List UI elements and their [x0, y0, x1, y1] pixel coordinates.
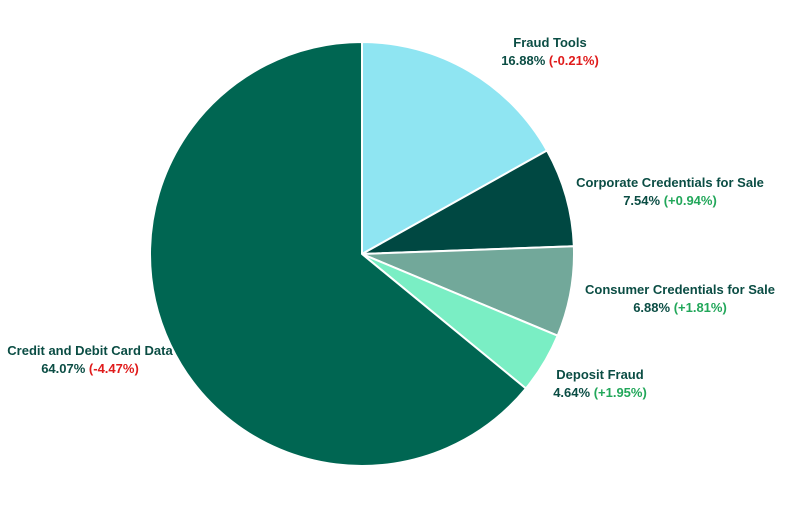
- label-percent: 16.88%: [501, 53, 546, 68]
- pie-slice-credit-and-debit-card-data: [149, 41, 527, 467]
- label-percent: 4.64%: [553, 385, 591, 400]
- label-fraud-tools: Fraud Tools 16.88% (-0.21%): [470, 34, 630, 70]
- label-change: (+1.95%): [593, 385, 647, 400]
- label-name: Consumer Credentials for Sale: [585, 282, 775, 297]
- label-consumer-credentials-for-sale: Consumer Credentials for Sale 6.88% (+1.…: [570, 281, 790, 317]
- label-name: Deposit Fraud: [556, 367, 644, 382]
- label-percent: 7.54%: [623, 193, 661, 208]
- label-percent: 6.88%: [633, 300, 671, 315]
- label-name: Fraud Tools: [513, 35, 587, 50]
- label-credit-and-debit-card-data: Credit and Debit Card Data 64.07% (-4.47…: [0, 342, 180, 378]
- label-change: (-4.47%): [88, 361, 139, 376]
- label-corporate-credentials-for-sale: Corporate Credentials for Sale 7.54% (+0…: [560, 174, 780, 210]
- label-percent: 64.07%: [41, 361, 86, 376]
- label-name: Credit and Debit Card Data: [7, 343, 173, 358]
- label-change: (+1.81%): [673, 300, 727, 315]
- pie-slice-corporate-credentials-for-sale: [361, 149, 575, 255]
- label-change: (-0.21%): [548, 53, 599, 68]
- label-deposit-fraud: Deposit Fraud 4.64% (+1.95%): [525, 366, 675, 402]
- label-change: (+0.94%): [663, 193, 717, 208]
- label-name: Corporate Credentials for Sale: [576, 175, 764, 190]
- pie-slice-fraud-tools: [361, 41, 548, 255]
